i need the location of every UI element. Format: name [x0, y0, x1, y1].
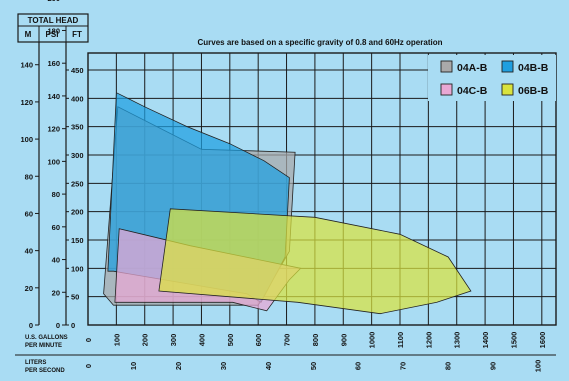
gpm-tick-label: 300 [169, 334, 178, 347]
ft-tick-label: 150 [71, 236, 84, 245]
legend: 04A-B 04B-B 04C-B 06B-B [428, 55, 556, 101]
gpm-tick-label: 500 [226, 334, 235, 347]
lps-tick-label: 20 [174, 362, 183, 370]
lps-tick-label: 70 [399, 362, 408, 370]
gpm-tick-label: 1600 [538, 332, 547, 349]
lps-tick-label: 50 [309, 362, 318, 370]
psi-tick-label: 0 [56, 321, 60, 330]
chart-title: Curves are based on a specific gravity o… [198, 38, 443, 47]
psi-tick-label: 160 [47, 59, 60, 68]
legend-label-06b-b: 06B-B [518, 85, 549, 97]
gpm-tick-label: 0 [84, 338, 93, 342]
gpm-tick-label: 800 [311, 334, 320, 347]
m-tick-label: 60 [25, 209, 33, 218]
psi-tick-label: 80 [52, 190, 60, 199]
lps-tick-label: 90 [489, 362, 498, 370]
legend-label-04a-b: 04A-B [457, 62, 488, 74]
m-tick-label: 120 [20, 98, 33, 107]
header-psi: PSI [46, 30, 59, 39]
header-total-head: TOTAL HEAD [28, 16, 79, 25]
lps-tick-label: 80 [444, 362, 453, 370]
gpm-tick-label: 100 [112, 334, 121, 347]
psi-tick-label: 40 [52, 256, 60, 265]
psi-tick-label: 60 [52, 223, 60, 232]
m-tick-label: 20 [25, 284, 33, 293]
series-layer [103, 92, 472, 315]
ft-tick-label: 450 [71, 66, 84, 75]
psi-tick-label: 20 [52, 288, 60, 297]
m-tick-label: 140 [20, 61, 33, 70]
legend-swatch-06b-b [501, 83, 514, 96]
gpm-tick-label: 1400 [481, 332, 490, 349]
x-axis-label-gpm: U.S. GALLONS PER MINUTE [25, 335, 69, 349]
ft-tick-label: 350 [71, 123, 84, 132]
psi-tick-label: 120 [47, 125, 60, 134]
gpm-tick-label: 1000 [368, 332, 377, 349]
legend-swatch-04c-b [440, 83, 453, 96]
lps-tick-label: 10 [129, 362, 138, 370]
legend-swatch-04a-b [440, 60, 453, 73]
psi-tick-label: 180 [47, 26, 60, 35]
legend-label-04c-b: 04C-B [457, 85, 488, 97]
gpm-tick-label: 400 [197, 334, 206, 347]
series-region-06b-b [158, 208, 472, 315]
m-tick-label: 80 [25, 172, 33, 181]
gpm-tick-label: 1200 [424, 332, 433, 349]
lps-tick-label: 0 [84, 364, 93, 368]
header-ft: FT [72, 30, 82, 39]
ft-tick-label: 0 [71, 321, 75, 330]
gpm-tick-label: 1300 [453, 332, 462, 349]
gpm-tick-label: 200 [141, 334, 150, 347]
ft-tick-label: 300 [71, 151, 84, 160]
frame [87, 52, 557, 326]
m-tick-label: 0 [29, 321, 33, 330]
gpm-tick-label: 1500 [509, 332, 518, 349]
m-tick-label: 40 [25, 247, 33, 256]
ft-tick-label: 250 [71, 179, 84, 188]
lps-tick-label: 100 [534, 360, 543, 373]
ft-tick-label: 50 [71, 293, 79, 302]
gpm-tick-label: 900 [339, 334, 348, 347]
psi-tick-label: 140 [47, 92, 60, 101]
psi-tick-label: 200 [47, 0, 60, 3]
psi-tick-label: 100 [47, 157, 60, 166]
m-tick-label: 100 [20, 135, 33, 144]
legend-label-04b-b: 04B-B [518, 62, 549, 74]
header-m: M [25, 30, 32, 39]
gpm-tick-label: 600 [254, 334, 263, 347]
lps-tick-label: 60 [354, 362, 363, 370]
ft-tick-label: 100 [71, 264, 84, 273]
lps-tick-label: 40 [264, 362, 273, 370]
gpm-tick-label: 1100 [396, 332, 405, 348]
lps-tick-label: 30 [219, 362, 228, 370]
x-axis-label-lps: LITERS PER SECOND [25, 360, 65, 374]
tick-labels: 0501001502002503003504004500204060801001… [20, 0, 546, 372]
plot-frame [87, 52, 557, 326]
ft-tick-label: 200 [71, 208, 84, 217]
ft-tick-label: 400 [71, 94, 84, 103]
gpm-tick-label: 700 [283, 334, 292, 347]
legend-swatch-04b-b [501, 60, 514, 73]
header-box [17, 13, 89, 43]
